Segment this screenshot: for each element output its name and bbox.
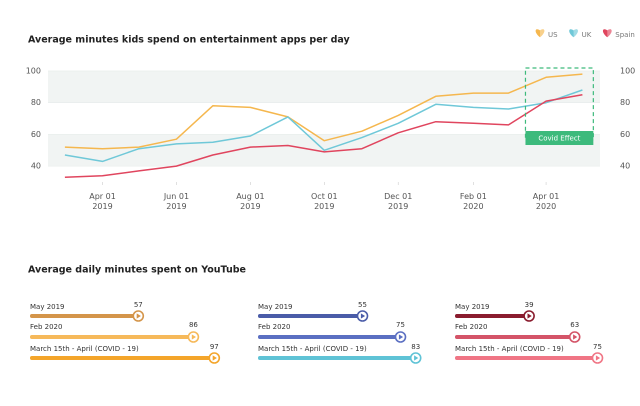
x-tick-label-line: 2019 xyxy=(314,202,334,211)
legend-swatch xyxy=(535,29,545,38)
bar-category: March 15th - April (COVID - 19) xyxy=(30,345,139,353)
bar-category: Feb 2020 xyxy=(30,323,62,331)
x-tick-label: Apr 01 2019 xyxy=(89,192,116,211)
bar-end-arrow xyxy=(414,355,419,361)
bar-category: March 15th - April (COVID - 19) xyxy=(455,345,564,353)
bar xyxy=(30,314,139,318)
y2-tick-label: 60 xyxy=(620,130,630,139)
legend-swatch xyxy=(602,29,612,38)
x-tick-label: Oct 01 2019 xyxy=(311,192,338,211)
bar-category: May 2019 xyxy=(455,303,490,311)
y2-tick-label: 40 xyxy=(620,162,630,171)
legend-item: US xyxy=(535,29,558,39)
value-label: 75 xyxy=(593,343,602,351)
bar-end-arrow xyxy=(212,355,217,361)
y-tick-label: 100 xyxy=(26,66,41,75)
bar-end-arrow xyxy=(136,313,141,319)
x-tick-label-line: Apr 01 xyxy=(533,192,560,201)
value-label: 75 xyxy=(396,321,405,329)
chart-title: Average daily minutes spent on YouTube xyxy=(28,265,246,276)
value-label: 83 xyxy=(411,343,420,351)
annotation-label: Covid Effect xyxy=(538,135,580,143)
bar xyxy=(455,314,530,318)
chart-title: Average minutes kids spend on entertainm… xyxy=(28,35,351,46)
y-tick-label: 80 xyxy=(31,98,41,107)
bar xyxy=(30,356,215,360)
grid-band xyxy=(48,70,600,103)
bar-category: May 2019 xyxy=(30,303,65,311)
x-tick-label: Feb 01 2020 xyxy=(460,192,487,211)
y-tick-label: 60 xyxy=(31,130,41,139)
legend-label: Spain xyxy=(615,31,635,39)
bar-end-arrow xyxy=(191,334,196,340)
bar-end-arrow xyxy=(398,334,404,340)
legend-label: UK xyxy=(582,31,592,39)
x-tick-label-line: 2019 xyxy=(240,202,260,211)
bar xyxy=(258,314,363,318)
legend-swatch-fold xyxy=(607,29,612,38)
x-tick-label-line: Oct 01 xyxy=(311,192,338,201)
bar-category: Feb 2020 xyxy=(455,323,487,331)
x-tick-label-line: Feb 01 xyxy=(460,192,487,201)
legend-label: US xyxy=(548,31,558,39)
value-label: 97 xyxy=(210,343,219,351)
x-tick-label-line: Dec 01 xyxy=(384,192,412,201)
series-line xyxy=(64,93,583,178)
x-tick-label-line: 2020 xyxy=(463,202,483,211)
bar xyxy=(30,335,194,339)
bar-end-arrow xyxy=(527,313,532,319)
y2-tick-label: 80 xyxy=(620,98,630,107)
series-line xyxy=(64,73,583,150)
value-label: 86 xyxy=(189,321,198,329)
bar-category: Feb 2020 xyxy=(258,323,290,331)
legend-swatch-fold xyxy=(573,29,578,38)
x-tick-label-line: 2019 xyxy=(388,202,408,211)
x-tick-label: Aug 01 2019 xyxy=(236,192,264,211)
bar xyxy=(455,356,598,360)
x-tick-label-line: 2020 xyxy=(536,202,556,211)
legend-item: Spain xyxy=(602,29,635,39)
bar-end-arrow xyxy=(595,355,601,361)
x-tick-label-line: Aug 01 xyxy=(236,192,264,201)
x-tick-label: Jun 01 2019 xyxy=(163,192,189,211)
x-tick-label-line: Jun 01 xyxy=(163,192,189,201)
bar xyxy=(258,335,401,339)
value-label: 63 xyxy=(570,321,579,329)
annotation-label-bg xyxy=(525,131,594,145)
x-tick-label: Dec 01 2019 xyxy=(384,192,412,211)
bar-end-arrow xyxy=(573,334,578,340)
bar xyxy=(258,356,416,360)
x-tick-label-line: 2019 xyxy=(166,202,186,211)
y2-tick-label: 100 xyxy=(620,66,635,75)
x-tick-label-line: 2019 xyxy=(92,202,112,211)
bar-end-arrow xyxy=(360,313,366,319)
legend-swatch-fold xyxy=(540,29,545,38)
value-label: 55 xyxy=(358,301,367,309)
y-tick-label: 40 xyxy=(31,162,41,171)
series-line xyxy=(64,89,583,163)
value-label: 39 xyxy=(525,301,534,309)
bar xyxy=(455,335,575,339)
bar-category: March 15th - April (COVID - 19) xyxy=(258,345,367,353)
legend-item: UK xyxy=(569,29,592,39)
x-tick-label: Apr 01 2020 xyxy=(533,192,560,211)
value-label: 57 xyxy=(134,301,143,309)
bar-category: May 2019 xyxy=(258,303,293,311)
legend-swatch xyxy=(569,29,578,38)
x-tick-label-line: Apr 01 xyxy=(89,192,116,201)
